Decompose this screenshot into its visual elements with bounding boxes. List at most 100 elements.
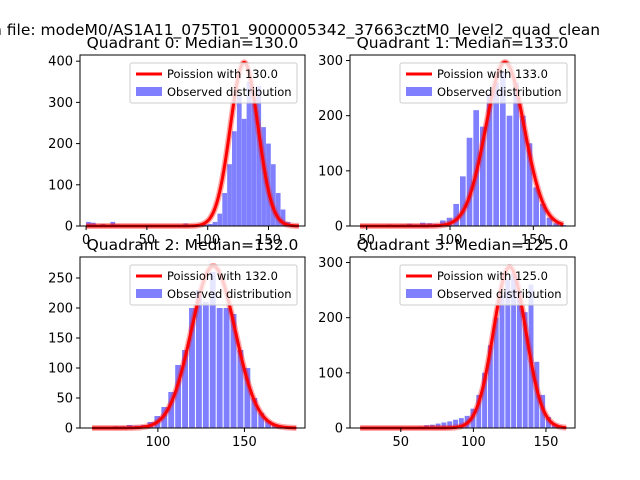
histogram-bar — [251, 102, 257, 226]
axes-frame — [349, 54, 576, 227]
histogram-bar — [453, 419, 458, 428]
legend-frame — [399, 62, 568, 104]
histogram-bar — [217, 213, 223, 226]
x-tick-label: 150 — [534, 435, 559, 450]
legend: Poission with 133.0 Observed distribution — [399, 62, 568, 104]
histogram-bar — [446, 217, 453, 226]
legend-label-curve: Poission with 133.0 — [437, 67, 548, 81]
legend: Poission with 130.0 Observed distribution — [129, 62, 298, 104]
histogram-bar — [476, 394, 482, 428]
y-tick-label: 200 — [318, 109, 343, 124]
histogram-bar — [420, 222, 426, 226]
legend-label-curve: Poission with 132.0 — [167, 269, 278, 283]
histogram-bar — [545, 416, 551, 428]
histogram-bar — [499, 295, 505, 428]
histogram-bar — [533, 187, 539, 226]
histogram-bar — [546, 217, 553, 226]
legend-frame — [129, 62, 298, 104]
histogram-bar — [506, 115, 513, 226]
histogram-bar — [168, 392, 175, 428]
histogram-bar — [275, 193, 281, 226]
y-tick-label: 300 — [318, 54, 343, 69]
histogram-bar — [261, 127, 266, 226]
histogram-bar — [280, 209, 286, 226]
x-tick-label: 50 — [358, 233, 375, 248]
legend-frame — [129, 264, 298, 306]
legend-label-hist: Observed distribution — [167, 287, 292, 301]
histogram-bar — [246, 81, 252, 226]
subplot-title: Quadrant 3: Median=125.0 — [357, 236, 569, 254]
histogram-bar — [195, 290, 202, 428]
histogram-bar — [540, 203, 546, 226]
histogram-bar — [175, 365, 182, 428]
histogram-bar — [216, 308, 223, 428]
histogram-bar — [222, 193, 228, 226]
histogram-bar — [207, 223, 213, 226]
x-tick-label: 100 — [461, 435, 486, 450]
histogram-bar — [270, 164, 276, 226]
y-tick-label: 300 — [318, 256, 343, 271]
y-tick-label: 100 — [318, 366, 343, 381]
histogram-bar — [202, 224, 208, 226]
histogram-bar — [505, 279, 511, 428]
histogram-bar — [453, 203, 459, 226]
histogram-bar — [429, 424, 435, 428]
histogram-bar — [161, 407, 168, 428]
axes-frame — [79, 54, 306, 227]
subplot-title: Quadrant 1: Median=133.0 — [357, 34, 569, 52]
legend: Poission with 132.0 Observed distribution — [129, 264, 298, 306]
y-tick-label: 0 — [335, 422, 343, 437]
y-tick-label: 150 — [48, 332, 73, 347]
y-tick-label: 0 — [65, 220, 73, 235]
y-tick-label: 50 — [56, 392, 73, 407]
y-tick-label: 200 — [48, 137, 73, 152]
x-tick-label: 50 — [139, 233, 156, 248]
histogram-bar — [244, 368, 251, 428]
x-tick-label: 50 — [393, 435, 410, 450]
histogram-bar — [500, 71, 506, 226]
y-tick-label: 250 — [48, 272, 73, 287]
y-tick-label: 200 — [318, 311, 343, 326]
histogram-bar — [458, 418, 464, 428]
axes-frame — [349, 256, 576, 429]
histogram-bar — [265, 420, 272, 428]
histogram-bar — [251, 398, 258, 428]
subplot-panel-3: 50 100 150 0 100 200 300 Poission with 125.0 Obs… — [318, 236, 576, 450]
histogram-bar — [493, 317, 499, 428]
histogram-bar — [202, 302, 209, 428]
histogram-bar — [486, 93, 493, 226]
x-tick-label: 150 — [256, 233, 281, 248]
y-tick-label: 100 — [48, 178, 73, 193]
histogram-bar — [511, 273, 517, 428]
histogram-bar — [460, 176, 466, 226]
y-tick-label: 0 — [65, 422, 73, 437]
histogram-bar — [493, 82, 499, 226]
x-tick-label: 100 — [438, 233, 463, 248]
histogram-bar — [516, 290, 522, 428]
legend-label-hist: Observed distribution — [437, 85, 562, 99]
x-tick-label: 100 — [145, 435, 170, 450]
histogram-bar — [520, 115, 526, 226]
histogram-bar — [482, 372, 488, 428]
legend-hist-swatch — [136, 289, 162, 298]
subplot-panel-2: 100 150 0 50 100 150 200 250 Poission with 132.0… — [48, 236, 306, 450]
histogram-bar — [90, 222, 96, 226]
x-tick-label: 150 — [232, 435, 257, 450]
y-tick-label: 200 — [48, 302, 73, 317]
y-tick-label: 100 — [48, 362, 73, 377]
histogram-bar — [256, 85, 262, 226]
histogram-bar — [110, 221, 116, 226]
subplot-panel-1: 50 100 150 0 100 200 300 Poission with 133.0 Obs… — [318, 34, 576, 248]
histogram-bar — [522, 312, 528, 428]
histogram-bar — [230, 314, 237, 428]
histogram-bar — [223, 308, 230, 428]
legend-hist-swatch — [406, 289, 432, 298]
y-tick-label: 300 — [48, 96, 73, 111]
histogram-bar — [440, 220, 446, 226]
histogram-bar — [227, 164, 232, 226]
histogram-bar — [86, 221, 91, 226]
histogram-bar — [232, 131, 237, 226]
histogram-bar — [513, 82, 519, 226]
legend-label-hist: Observed distribution — [167, 85, 292, 99]
